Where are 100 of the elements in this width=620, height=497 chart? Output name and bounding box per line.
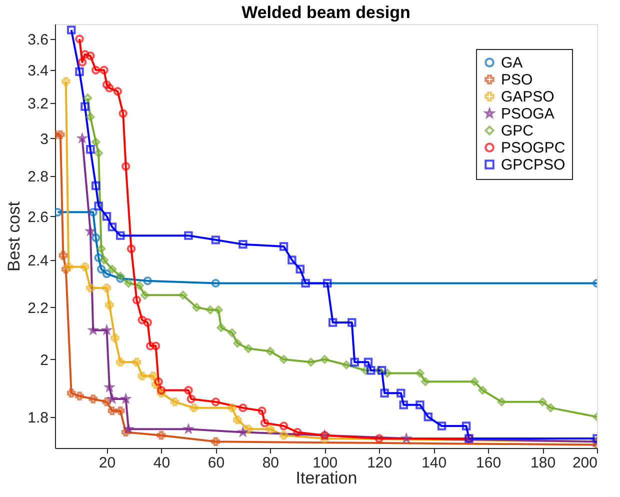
y-tick-label: 2.8 xyxy=(28,168,48,186)
legend-label: PSO xyxy=(501,72,533,88)
point xyxy=(279,430,288,440)
x-tick-label: 160 xyxy=(476,454,502,472)
point xyxy=(279,422,288,430)
point xyxy=(100,66,108,74)
point xyxy=(156,388,166,398)
point xyxy=(86,52,95,60)
point xyxy=(546,403,556,412)
legend-label: GPCPSO xyxy=(501,156,566,174)
point xyxy=(380,388,389,398)
point xyxy=(78,58,87,66)
point xyxy=(437,422,446,430)
point xyxy=(151,342,160,350)
point xyxy=(62,264,70,274)
point xyxy=(121,162,130,171)
x-tick-label: 100 xyxy=(312,454,338,472)
point xyxy=(233,416,242,424)
point xyxy=(293,428,302,437)
point xyxy=(170,398,180,406)
point xyxy=(105,84,114,92)
point xyxy=(100,256,108,264)
point xyxy=(146,342,155,350)
point xyxy=(421,377,430,386)
point xyxy=(361,366,370,375)
y-tick-label: 3.2 xyxy=(28,96,48,113)
point xyxy=(211,236,220,244)
x-tick-label: 40 xyxy=(153,454,170,472)
point xyxy=(279,242,288,251)
point xyxy=(214,306,223,314)
point xyxy=(190,403,198,412)
point xyxy=(92,138,100,146)
point xyxy=(80,262,90,272)
point xyxy=(86,284,95,292)
point xyxy=(233,338,242,348)
x-tick-label: 180 xyxy=(530,454,556,472)
point xyxy=(96,264,106,274)
legend-label: PSOGA xyxy=(501,106,554,122)
point xyxy=(148,372,158,380)
point xyxy=(102,269,112,278)
point xyxy=(478,386,487,395)
point xyxy=(88,394,98,404)
point xyxy=(113,87,122,96)
point xyxy=(244,424,253,434)
y-tick-label: 3 xyxy=(40,130,48,148)
point xyxy=(102,284,112,292)
point xyxy=(296,264,304,274)
y-tick-label: 2.4 xyxy=(28,252,48,270)
point xyxy=(350,358,359,366)
point xyxy=(83,94,92,102)
point xyxy=(116,406,125,416)
point xyxy=(396,388,406,398)
point xyxy=(140,290,150,300)
y-tick-label: 3.6 xyxy=(28,31,48,48)
point xyxy=(288,256,296,264)
point xyxy=(108,406,117,416)
point xyxy=(132,358,142,366)
point xyxy=(228,328,236,338)
point xyxy=(56,130,65,140)
x-tick-label: 80 xyxy=(262,454,280,472)
y-tick-label: 2.6 xyxy=(28,208,48,226)
point xyxy=(116,231,125,240)
point xyxy=(102,80,112,90)
point xyxy=(462,422,471,430)
point xyxy=(75,67,84,76)
point xyxy=(108,222,117,232)
x-axis-title: Iteration xyxy=(296,468,358,488)
point xyxy=(88,208,98,217)
point xyxy=(238,403,248,412)
point xyxy=(348,318,356,327)
x-tick-label: 60 xyxy=(208,454,225,472)
point xyxy=(132,296,142,304)
point xyxy=(151,380,160,389)
point xyxy=(211,278,220,288)
point xyxy=(320,355,329,364)
y-tick-label: 1.8 xyxy=(28,409,48,426)
legend-label: GPC xyxy=(501,122,534,140)
y-tick-label: 2.2 xyxy=(28,300,48,317)
point xyxy=(94,148,103,158)
point xyxy=(279,355,288,364)
point xyxy=(416,368,424,378)
point xyxy=(92,181,100,190)
x-tick-label: 200 xyxy=(572,454,598,472)
point xyxy=(154,377,163,386)
point xyxy=(118,109,128,118)
point xyxy=(116,274,125,283)
point xyxy=(116,358,125,366)
point xyxy=(266,346,275,356)
point xyxy=(399,400,408,410)
point xyxy=(80,102,90,111)
point xyxy=(92,66,100,74)
point xyxy=(143,318,152,327)
point xyxy=(135,281,144,290)
legend-label: GAPSO xyxy=(501,88,554,106)
point xyxy=(374,434,384,443)
point xyxy=(258,406,266,416)
point xyxy=(75,392,84,400)
point xyxy=(238,240,248,249)
point xyxy=(92,233,100,242)
point xyxy=(424,412,432,422)
